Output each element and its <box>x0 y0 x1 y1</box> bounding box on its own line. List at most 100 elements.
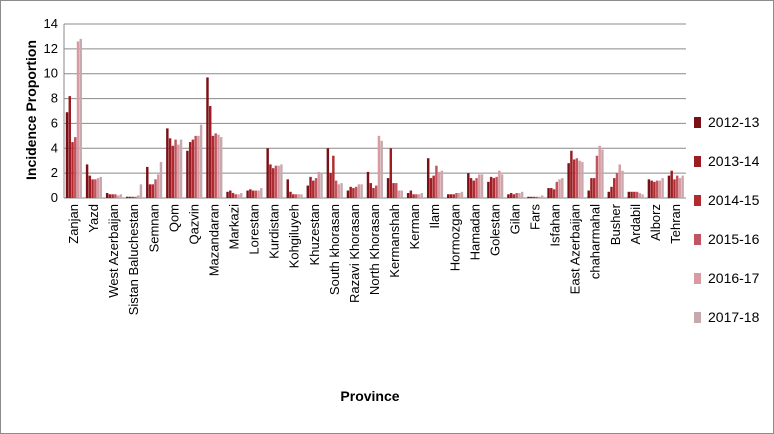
bar <box>452 194 455 198</box>
bar <box>177 144 180 198</box>
bar <box>567 163 570 198</box>
x-category-label: Kohgiluyeh <box>287 204 302 268</box>
x-category-label: Ardabil <box>628 204 643 245</box>
bar <box>85 164 89 198</box>
x-category-label: Qazvin <box>186 204 201 244</box>
bar <box>437 171 441 198</box>
x-category-label: Alborz <box>648 204 663 241</box>
bar <box>635 191 639 198</box>
bar <box>601 149 604 198</box>
bar <box>206 77 209 198</box>
bar <box>550 188 553 198</box>
bar <box>661 178 664 198</box>
bar <box>274 165 278 198</box>
x-category-label: Yazd <box>86 204 101 233</box>
bar <box>435 165 438 198</box>
bar <box>234 194 237 198</box>
bar <box>280 164 283 198</box>
bar <box>655 180 659 198</box>
legend-swatch <box>694 195 701 206</box>
bar <box>134 196 137 198</box>
bar <box>349 186 352 198</box>
x-category-label: South khorasan <box>327 204 342 295</box>
bar <box>306 185 310 198</box>
bar <box>136 195 140 198</box>
bar <box>570 150 573 198</box>
bar <box>151 184 154 198</box>
bar <box>108 194 112 198</box>
bar <box>79 38 82 198</box>
bar <box>572 159 576 198</box>
y-tick-label: 6 <box>51 115 58 130</box>
x-category-label: Khuzestan <box>307 204 322 265</box>
bar <box>561 178 564 198</box>
bar <box>547 188 550 198</box>
y-tick-label: 8 <box>51 91 58 106</box>
x-category-label: Qom <box>166 204 181 232</box>
legend-label: 2016-17 <box>708 270 760 286</box>
bar <box>397 190 401 198</box>
y-tick-label: 12 <box>44 41 58 56</box>
x-category-label: Tehran <box>668 204 683 244</box>
x-category-label: Kermanshah <box>387 204 402 278</box>
bar <box>217 134 220 198</box>
bar <box>552 189 556 198</box>
bar <box>480 174 484 198</box>
x-axis-title: Province <box>340 388 399 404</box>
x-category-label: Hormozgan <box>447 204 462 271</box>
bar <box>337 184 341 198</box>
bar <box>188 142 192 198</box>
bar <box>515 193 518 198</box>
bar <box>240 193 243 198</box>
legend-swatch <box>694 117 701 128</box>
bar <box>88 175 92 198</box>
bar <box>154 179 157 198</box>
bar <box>530 196 533 198</box>
bar <box>68 96 71 198</box>
bar <box>116 195 120 198</box>
bar <box>417 194 421 198</box>
y-tick-label: 0 <box>51 190 58 205</box>
bar <box>638 193 642 198</box>
x-category-label: Semnan <box>146 204 161 252</box>
bar <box>168 138 172 198</box>
bar <box>615 173 619 198</box>
bar <box>219 137 223 198</box>
bar <box>472 180 476 198</box>
x-category-label: West Azerbaijan <box>106 204 121 298</box>
bar <box>91 179 94 198</box>
x-category-label: Sistan Baluchestan <box>126 204 141 315</box>
bar <box>527 196 530 198</box>
bar <box>139 184 143 198</box>
bar <box>148 184 152 198</box>
bar <box>114 194 117 198</box>
bar <box>209 106 212 198</box>
bar <box>621 170 624 198</box>
bar <box>346 190 350 198</box>
bar <box>487 181 490 198</box>
bar <box>420 193 424 198</box>
bar <box>229 190 232 198</box>
bar <box>673 179 676 198</box>
bar <box>214 133 217 198</box>
bar <box>440 170 444 198</box>
bar <box>449 194 453 198</box>
legend-label: 2017-18 <box>708 309 760 325</box>
bar <box>179 139 183 198</box>
bar <box>257 190 260 198</box>
bars <box>65 38 684 199</box>
bar <box>681 175 684 198</box>
bar <box>159 161 163 198</box>
x-category-label: Fars <box>528 204 543 231</box>
y-axis-title: Incidence Proportion <box>23 40 39 180</box>
bar <box>460 191 464 198</box>
bar <box>678 178 682 198</box>
legend-label: 2012-13 <box>708 114 760 130</box>
x-category-label: Kerman <box>407 204 422 250</box>
legend-swatch <box>694 234 701 245</box>
bar <box>475 178 478 198</box>
bar <box>231 193 235 198</box>
bar <box>297 194 300 198</box>
bar <box>246 190 249 198</box>
